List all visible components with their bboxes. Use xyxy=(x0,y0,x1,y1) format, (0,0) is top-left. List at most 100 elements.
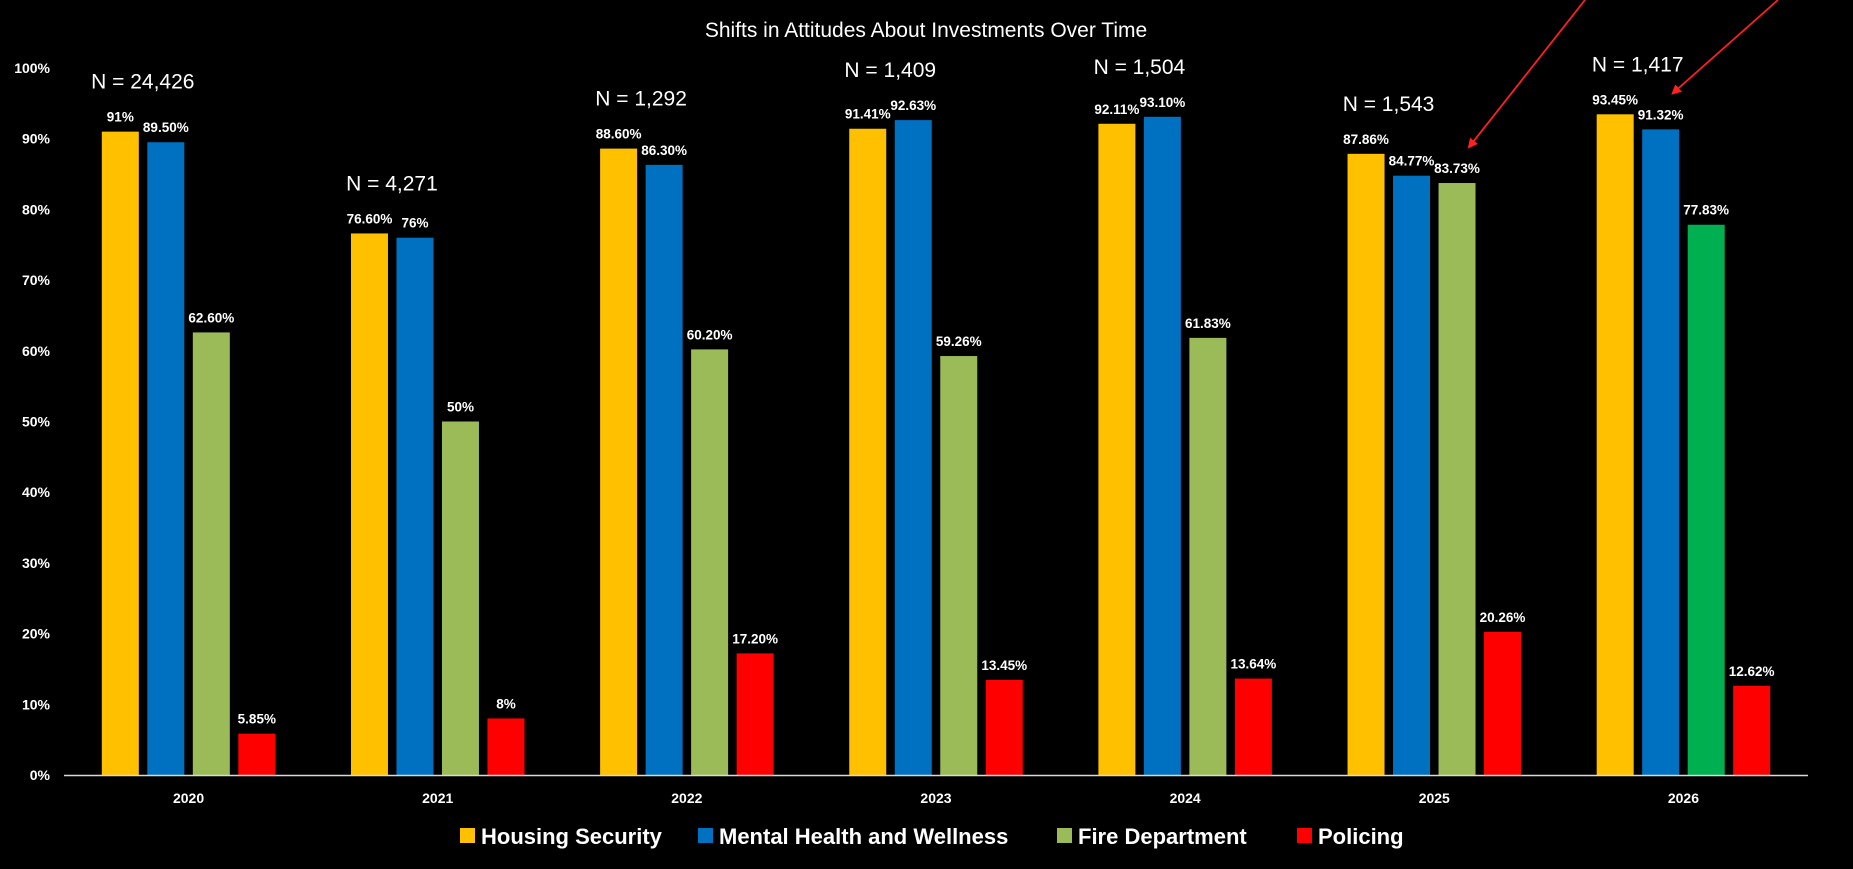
legend-item-fire-department: Fire Department xyxy=(1057,824,1247,849)
bar-fire-department-2026 xyxy=(1687,224,1725,776)
bar-housing-security-2022 xyxy=(600,148,638,775)
bar-fire-department-2021 xyxy=(441,421,479,775)
data-label-policing-2026: 12.62% xyxy=(1729,664,1775,679)
bar-housing-security-2026 xyxy=(1596,114,1634,776)
x-tick-label-2021: 2021 xyxy=(422,790,453,806)
bar-policing-2023 xyxy=(985,679,1023,775)
annotation-arrow xyxy=(1671,0,1779,95)
bar-mental-health-and-wellness-2023 xyxy=(894,120,932,776)
data-labels: 91% 76.60% 88.60% 91.41% 92.11% 87.86% 93.45% 8… xyxy=(107,92,1775,726)
bar-policing-2024 xyxy=(1234,678,1272,775)
data-label-mental-health-and-wellness-2025: 84.77% xyxy=(1389,154,1435,169)
bar-mental-health-and-wellness-2024 xyxy=(1143,116,1181,775)
x-tick-label-2023: 2023 xyxy=(920,790,951,806)
bar-fire-department-2024 xyxy=(1189,337,1227,775)
bar-housing-security-2021 xyxy=(350,233,388,776)
x-axis: 2020 2021 2022 2023 2024 2025 2026 xyxy=(64,774,1808,806)
data-label-policing-2021: 8% xyxy=(496,696,516,711)
sample-size-label-2020: N = 24,426 xyxy=(91,71,194,94)
bar-policing-2020 xyxy=(238,733,276,775)
legend-item-policing: Policing xyxy=(1297,824,1404,849)
legend-item-mental-health-and-wellness: Mental Health and Wellness xyxy=(698,824,1008,849)
y-tick-label: 70% xyxy=(22,272,51,288)
bar-fire-department-2023 xyxy=(940,356,978,775)
sample-size-label-2021: N = 4,271 xyxy=(346,172,438,195)
data-label-mental-health-and-wellness-2023: 92.63% xyxy=(890,98,936,113)
legend-label: Housing Security xyxy=(481,824,663,849)
data-label-fire-department-2026: 77.83% xyxy=(1683,203,1729,218)
y-tick-label: 40% xyxy=(22,484,51,500)
data-label-mental-health-and-wellness-2021: 76% xyxy=(401,216,428,231)
chart-title: Shifts in Attitudes About Investments Ov… xyxy=(705,19,1147,42)
annotations xyxy=(1467,0,1779,149)
x-tick-label-2025: 2025 xyxy=(1419,790,1450,806)
data-label-housing-security-2021: 76.60% xyxy=(347,211,393,226)
bar-fire-department-2025 xyxy=(1438,183,1476,775)
bar-mental-health-and-wellness-2022 xyxy=(645,164,683,775)
annotation-arrow xyxy=(1467,0,1586,149)
data-label-housing-security-2023: 91.41% xyxy=(845,107,891,122)
y-tick-label: 50% xyxy=(22,414,51,430)
legend-swatch xyxy=(460,828,475,843)
data-label-housing-security-2026: 93.45% xyxy=(1592,92,1638,107)
data-label-fire-department-2023: 59.26% xyxy=(936,334,982,349)
bar-mental-health-and-wellness-2026 xyxy=(1642,129,1680,775)
data-label-housing-security-2024: 92.11% xyxy=(1094,102,1139,117)
bar-fire-department-2022 xyxy=(691,349,729,775)
bar-housing-security-2023 xyxy=(849,128,887,775)
bar-policing-2021 xyxy=(487,718,525,775)
y-axis: 0% 10% 20% 30% 40% 50% 60% 70% 80% 90% 100% xyxy=(14,60,50,783)
data-label-mental-health-and-wellness-2022: 86.30% xyxy=(641,143,687,158)
data-label-fire-department-2021: 50% xyxy=(447,400,474,415)
sample-size-label-2024: N = 1,504 xyxy=(1094,56,1186,79)
data-label-mental-health-and-wellness-2020: 89.50% xyxy=(143,120,189,135)
legend-swatch xyxy=(698,828,713,843)
bar-mental-health-and-wellness-2025 xyxy=(1393,175,1431,776)
y-tick-label: 80% xyxy=(22,201,51,217)
sample-size-label-2025: N = 1,543 xyxy=(1343,93,1435,116)
sample-size-labels: N = 24,426 N = 4,271 N = 1,292 N = 1,409 N =… xyxy=(91,53,1683,195)
data-label-policing-2024: 13.64% xyxy=(1230,657,1276,672)
data-label-fire-department-2020: 62.60% xyxy=(188,310,234,325)
data-label-housing-security-2025: 87.86% xyxy=(1343,132,1389,147)
y-tick-label: 20% xyxy=(22,626,51,642)
data-label-policing-2025: 20.26% xyxy=(1480,610,1526,625)
data-label-policing-2020: 5.85% xyxy=(238,712,276,727)
bar-policing-2026 xyxy=(1733,685,1771,775)
data-label-fire-department-2024: 61.83% xyxy=(1185,316,1231,331)
y-tick-label: 10% xyxy=(22,696,51,712)
bar-mental-health-and-wellness-2021 xyxy=(396,237,434,775)
legend-swatch xyxy=(1297,828,1312,843)
y-tick-label: 100% xyxy=(14,60,50,76)
x-tick-label-2022: 2022 xyxy=(671,790,702,806)
sample-size-label-2022: N = 1,292 xyxy=(595,88,687,111)
y-tick-label: 60% xyxy=(22,343,51,359)
data-label-policing-2023: 13.45% xyxy=(981,658,1027,673)
legend-label: Policing xyxy=(1318,824,1404,849)
x-tick-label-2024: 2024 xyxy=(1170,790,1201,806)
x-tick-label-2026: 2026 xyxy=(1668,790,1699,806)
bar-fire-department-2020 xyxy=(192,332,230,775)
y-tick-label: 30% xyxy=(22,555,51,571)
bar-housing-security-2024 xyxy=(1098,123,1136,776)
data-label-fire-department-2025: 83.73% xyxy=(1434,161,1480,176)
legend-label: Mental Health and Wellness xyxy=(719,824,1008,849)
sample-size-label-2026: N = 1,417 xyxy=(1592,53,1684,76)
legend: Housing Security Mental Health and Wellne… xyxy=(460,824,1404,849)
y-tick-label: 90% xyxy=(22,131,51,147)
y-tick-label: 0% xyxy=(30,767,51,783)
bar-policing-2025 xyxy=(1484,631,1522,775)
data-label-housing-security-2020: 91% xyxy=(107,110,134,125)
legend-label: Fire Department xyxy=(1078,824,1247,849)
sample-size-label-2023: N = 1,409 xyxy=(844,59,936,82)
data-label-fire-department-2022: 60.20% xyxy=(687,327,733,342)
bar-mental-health-and-wellness-2020 xyxy=(147,142,185,776)
legend-swatch xyxy=(1057,828,1072,843)
data-label-mental-health-and-wellness-2026: 91.32% xyxy=(1638,107,1684,122)
data-label-mental-health-and-wellness-2024: 93.10% xyxy=(1139,95,1185,110)
bar-housing-security-2020 xyxy=(101,131,139,775)
data-label-housing-security-2022: 88.60% xyxy=(596,127,642,142)
bars xyxy=(101,114,1771,776)
bar-policing-2022 xyxy=(736,653,774,775)
